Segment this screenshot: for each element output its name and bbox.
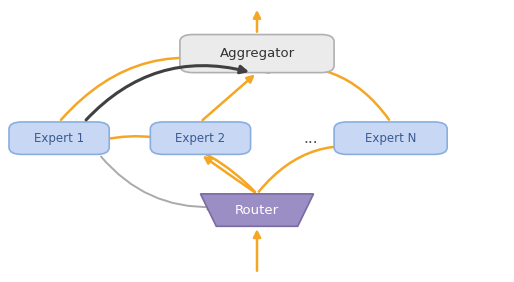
Text: Expert 1: Expert 1 <box>34 132 84 145</box>
FancyBboxPatch shape <box>9 122 109 155</box>
Text: Aggregator: Aggregator <box>219 47 295 60</box>
FancyBboxPatch shape <box>180 34 334 72</box>
Text: Expert 2: Expert 2 <box>175 132 226 145</box>
Text: Expert N: Expert N <box>365 132 416 145</box>
Polygon shape <box>200 194 314 226</box>
Text: ...: ... <box>304 131 318 146</box>
Text: Router: Router <box>235 204 279 217</box>
FancyBboxPatch shape <box>334 122 447 155</box>
FancyBboxPatch shape <box>150 122 251 155</box>
